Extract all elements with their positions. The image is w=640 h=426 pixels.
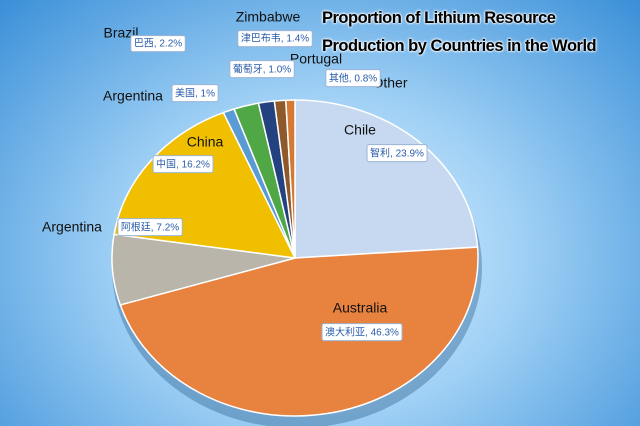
slice-name: Brazil: [103, 25, 138, 41]
value-label-box: [152, 155, 214, 174]
pie-slice: [294, 99, 479, 259]
value-label: 巴西, 2.2%: [134, 38, 182, 50]
value-label-box: [325, 69, 381, 88]
value-label: 美国, 1%: [175, 87, 215, 100]
value-label: 其他, 0.8%: [329, 72, 377, 85]
slice-name: Other: [372, 75, 407, 91]
value-label: 葡萄牙, 1.0%: [233, 63, 291, 76]
value-label: 澳大利亚, 46.3%: [325, 326, 399, 339]
chart-title: Proportion of Lithium Resource Productio…: [322, 9, 597, 55]
value-label-box: [130, 35, 186, 53]
slice-name: Argentina: [103, 88, 163, 104]
value-label-box: [171, 84, 219, 103]
value-label-box: [229, 60, 295, 79]
value-label: 津巴布韦, 1.4%: [241, 33, 309, 45]
slice-name: China: [187, 134, 224, 150]
value-label: 中国, 16.2%: [156, 158, 210, 171]
value-label-box: [237, 30, 313, 48]
value-label-box: [366, 144, 428, 163]
slice-name: Argentina: [42, 219, 102, 235]
slice-name: Chile: [344, 122, 376, 138]
pie-slice: [285, 99, 296, 259]
slice-name: Australia: [333, 300, 388, 316]
value-label: 智利, 23.9%: [370, 147, 424, 160]
slice-name: Zimbabwe: [236, 9, 301, 25]
value-label-box: [117, 218, 183, 237]
value-label-box: [321, 323, 403, 342]
value-label: 阿根廷, 7.2%: [121, 221, 179, 234]
slice-name: Portugal: [290, 51, 342, 67]
pie-slice: [119, 246, 479, 417]
